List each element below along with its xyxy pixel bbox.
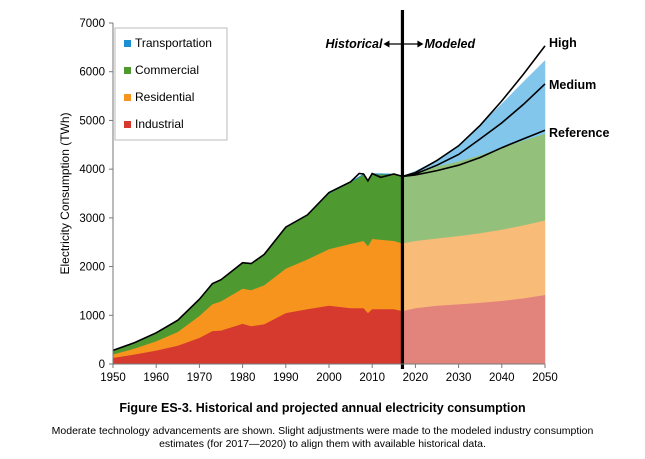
y-tick-label: 7000 (79, 18, 105, 30)
legend-label-transportation: Transportation (135, 36, 212, 50)
y-tick-label: 6000 (79, 67, 105, 79)
legend-swatch-transportation (124, 40, 131, 47)
scenario-label-high: High (549, 36, 577, 50)
axes: 0 1000 2000 3000 4000 5000 6000 7000 1950 1960 197… (58, 10, 558, 384)
y-tick-label: 4000 (79, 164, 105, 176)
legend-swatch-commercial (124, 67, 131, 74)
scenario-line-medium (402, 83, 546, 178)
arrow-head-left (383, 40, 390, 48)
total-historical-line (112, 172, 403, 352)
x-tick-label: 2050 (532, 372, 558, 384)
chart-svg: 0 1000 2000 3000 4000 5000 6000 7000 1950 1960 197… (58, 10, 609, 384)
x-tick-label: 1980 (230, 372, 256, 384)
x-tick-label: 1950 (100, 372, 126, 384)
figure-title: Figure ES-3. Historical and projected an… (119, 401, 526, 415)
arrow-head-right (417, 40, 424, 48)
annotations: High Medium Reference Historical Modeled (325, 36, 609, 140)
historical-label: Historical (325, 37, 382, 51)
y-axis-label: Electricity Consumption (TWh) (58, 112, 72, 274)
scenario-line-reference (402, 129, 546, 178)
x-tick-label: 1990 (273, 372, 299, 384)
x-tick-label: 2010 (359, 372, 385, 384)
y-tick-label: 0 (99, 359, 105, 371)
historical-areas (112, 173, 403, 365)
scenario-line-high (402, 45, 546, 178)
legend-swatch-residential (124, 94, 131, 101)
y-tick-label: 3000 (79, 213, 105, 225)
legend: Transportation Commercial Residential Indus… (114, 27, 228, 141)
x-tick-label: 2000 (316, 372, 342, 384)
x-tick-label: 1960 (143, 372, 169, 384)
y-tick-label: 2000 (79, 262, 105, 274)
y-tick-label: 5000 (79, 115, 105, 127)
x-tick-label: 2040 (489, 372, 515, 384)
legend-label-industrial: Industrial (135, 117, 184, 131)
modeled-areas (402, 59, 546, 365)
scenario-label-medium: Medium (549, 78, 596, 92)
modeled-label: Modeled (424, 37, 475, 51)
scenario-lines (112, 45, 546, 352)
legend-label-residential: Residential (135, 90, 194, 104)
scenario-label-reference: Reference (549, 126, 609, 140)
figure-caption: Moderate technology advancements are sho… (51, 425, 594, 450)
x-tick-label: 1970 (187, 372, 213, 384)
y-tick-label: 1000 (79, 310, 105, 322)
x-tick-label: 2020 (403, 372, 429, 384)
legend-box (114, 27, 228, 141)
legend-label-commercial: Commercial (135, 63, 199, 77)
x-tick-label: 2030 (446, 372, 472, 384)
legend-swatch-industrial (124, 121, 131, 128)
